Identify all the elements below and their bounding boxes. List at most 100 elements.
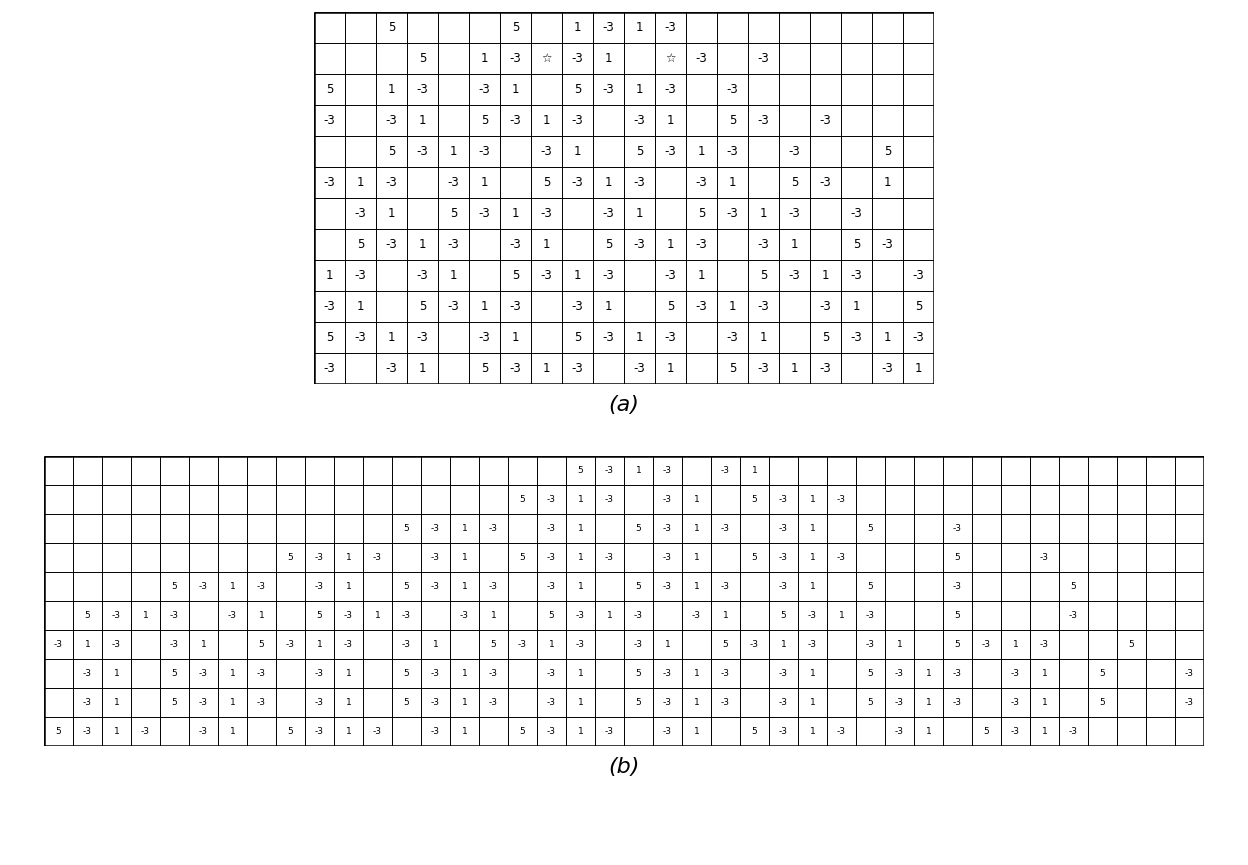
Text: -3: -3 <box>577 611 585 620</box>
Text: 1: 1 <box>821 269 829 282</box>
Text: -3: -3 <box>603 269 614 282</box>
Text: -3: -3 <box>779 524 787 533</box>
Text: -3: -3 <box>912 269 925 282</box>
Text: -3: -3 <box>431 582 441 591</box>
Text: 1: 1 <box>201 640 206 649</box>
Text: 1: 1 <box>1042 669 1047 678</box>
Text: -3: -3 <box>479 83 490 96</box>
Text: 1: 1 <box>357 300 364 313</box>
Text: -3: -3 <box>1186 698 1194 707</box>
Text: 1: 1 <box>729 176 736 189</box>
Text: 5: 5 <box>287 727 293 736</box>
Text: -3: -3 <box>721 669 730 678</box>
Text: -3: -3 <box>758 238 769 251</box>
Text: -3: -3 <box>663 669 671 678</box>
Text: -3: -3 <box>726 83 739 96</box>
Text: -3: -3 <box>779 495 787 504</box>
Text: 1: 1 <box>926 669 931 678</box>
Text: -3: -3 <box>547 698 557 707</box>
Text: 1: 1 <box>543 238 550 251</box>
Text: 5: 5 <box>172 669 177 678</box>
Text: 1: 1 <box>480 300 488 313</box>
Text: 5: 5 <box>56 727 61 736</box>
Text: 5: 5 <box>543 176 550 189</box>
Text: 1: 1 <box>346 553 352 562</box>
Text: 1: 1 <box>729 300 736 313</box>
Text: 5: 5 <box>172 698 177 707</box>
Text: 5: 5 <box>729 362 736 375</box>
Text: 5: 5 <box>751 553 758 562</box>
Text: -3: -3 <box>572 300 583 313</box>
Text: -3: -3 <box>112 611 121 620</box>
Text: -3: -3 <box>572 114 583 127</box>
Text: 1: 1 <box>694 669 699 678</box>
Text: -3: -3 <box>373 727 382 736</box>
Text: -3: -3 <box>489 669 498 678</box>
Text: -3: -3 <box>665 269 676 282</box>
Text: -3: -3 <box>634 611 643 620</box>
Text: -3: -3 <box>572 362 583 375</box>
Text: -3: -3 <box>540 207 553 220</box>
Text: ☆: ☆ <box>665 52 675 65</box>
Text: -3: -3 <box>953 698 962 707</box>
Text: 5: 5 <box>1071 582 1076 591</box>
Text: 5: 5 <box>635 582 641 591</box>
Text: -3: -3 <box>663 582 671 591</box>
Text: 1: 1 <box>605 176 613 189</box>
Text: -3: -3 <box>547 524 557 533</box>
Text: -3: -3 <box>170 611 178 620</box>
Text: -3: -3 <box>1011 727 1020 736</box>
Text: 5: 5 <box>403 524 409 533</box>
Text: 5: 5 <box>403 669 409 678</box>
Text: -3: -3 <box>726 145 739 158</box>
Text: -3: -3 <box>789 207 800 220</box>
Text: 1: 1 <box>317 640 322 649</box>
Text: 1: 1 <box>346 698 352 707</box>
Text: 1: 1 <box>388 331 396 344</box>
Text: -3: -3 <box>509 238 522 251</box>
Text: 1: 1 <box>698 269 705 282</box>
Text: -3: -3 <box>141 727 150 736</box>
Text: -3: -3 <box>1070 611 1078 620</box>
Text: 1: 1 <box>605 52 613 65</box>
Text: -3: -3 <box>314 698 324 707</box>
Text: -3: -3 <box>84 727 92 736</box>
Text: -3: -3 <box>837 727 846 736</box>
Text: -3: -3 <box>547 495 557 504</box>
Text: 1: 1 <box>926 698 931 707</box>
Text: -3: -3 <box>448 176 459 189</box>
Text: 1: 1 <box>230 698 236 707</box>
Text: 1: 1 <box>810 495 815 504</box>
Text: -3: -3 <box>663 524 671 533</box>
Text: 5: 5 <box>85 611 90 620</box>
Text: 1: 1 <box>462 727 467 736</box>
Text: -3: -3 <box>547 553 557 562</box>
Text: -3: -3 <box>461 611 469 620</box>
Text: 5: 5 <box>822 331 829 344</box>
Text: -3: -3 <box>912 331 925 344</box>
Text: 1: 1 <box>114 698 120 707</box>
Text: 1: 1 <box>1042 727 1047 736</box>
Text: 1: 1 <box>85 640 90 649</box>
Text: -3: -3 <box>603 331 614 344</box>
Text: -3: -3 <box>779 698 787 707</box>
Text: -3: -3 <box>603 83 614 96</box>
Text: 5: 5 <box>326 83 333 96</box>
Text: 1: 1 <box>1012 640 1018 649</box>
Text: 1: 1 <box>512 331 519 344</box>
Text: 5: 5 <box>574 83 582 96</box>
Text: -3: -3 <box>479 331 490 344</box>
Text: 1: 1 <box>114 669 120 678</box>
Text: -3: -3 <box>881 362 894 375</box>
Text: -3: -3 <box>489 582 498 591</box>
Text: -3: -3 <box>634 114 645 127</box>
Text: 1: 1 <box>480 176 488 189</box>
Text: -3: -3 <box>547 582 557 591</box>
Text: 1: 1 <box>230 727 236 736</box>
Text: 1: 1 <box>852 300 860 313</box>
Text: 1: 1 <box>578 553 583 562</box>
Text: -3: -3 <box>344 611 353 620</box>
Text: -3: -3 <box>402 640 411 649</box>
Text: -3: -3 <box>982 640 991 649</box>
Text: -3: -3 <box>695 238 708 251</box>
